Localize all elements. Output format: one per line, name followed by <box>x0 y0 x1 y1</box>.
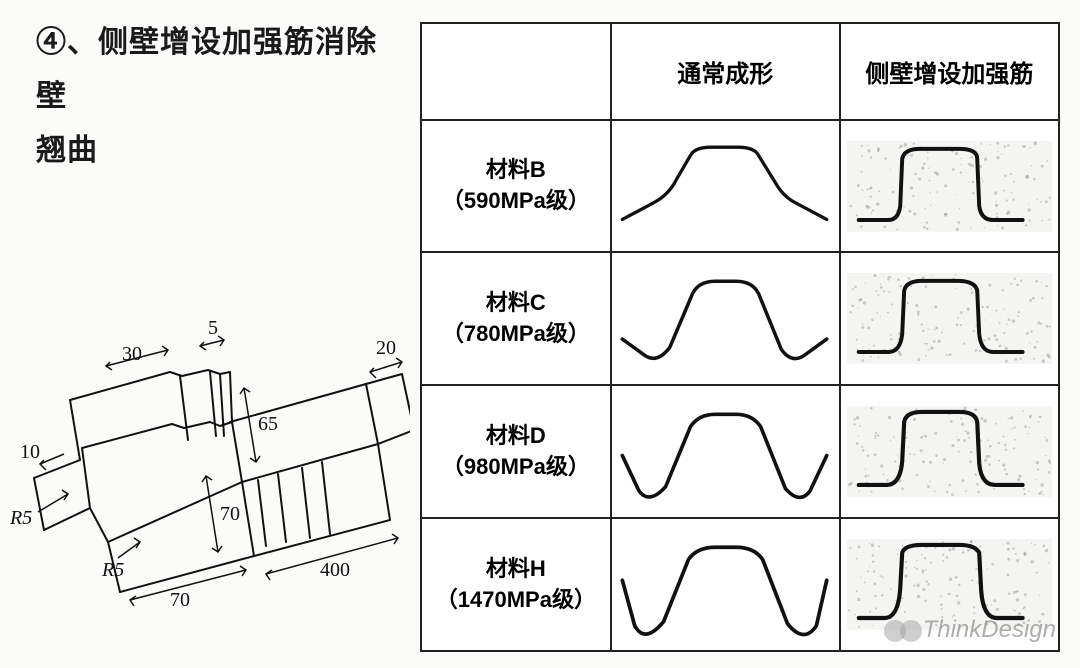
profile-normal <box>611 252 840 385</box>
header-normal: 通常成形 <box>611 23 840 120</box>
table-header-row: 通常成形 侧壁增设加强筋 <box>421 23 1059 120</box>
dim-400: 400 <box>320 559 350 581</box>
dim-70h: 70 <box>220 503 240 525</box>
comparison-table-area: 通常成形 侧壁增设加强筋 材料B （590MPa级） 材料C （780MPa级） 材料D… <box>420 22 1060 652</box>
section-title: ④、侧壁增设加强筋消除壁 翘曲 <box>36 16 396 178</box>
material-grade: （780MPa级） <box>426 319 606 350</box>
title-line2: 翘曲 <box>36 124 396 178</box>
table-row: 材料H （1470MPa级） <box>421 518 1059 651</box>
material-name: 材料D <box>486 423 546 448</box>
table-row: 材料B （590MPa级） <box>421 120 1059 253</box>
row-label: 材料H （1470MPa级） <box>421 518 611 651</box>
dim-30: 30 <box>122 343 142 365</box>
dim-10: 10 <box>20 441 40 463</box>
profile-rib <box>840 385 1059 518</box>
profile-normal <box>611 385 840 518</box>
profile-normal <box>611 518 840 651</box>
header-rib: 侧壁增设加强筋 <box>840 23 1059 120</box>
material-name: 材料C <box>486 290 546 315</box>
material-name: 材料B <box>486 157 546 182</box>
isometric-diagram: 30 5 10 <box>10 280 410 620</box>
row-label: 材料D （980MPa级） <box>421 385 611 518</box>
dim-70w: 70 <box>170 589 190 611</box>
diagram-svg: 30 5 10 <box>10 280 410 620</box>
profile-normal <box>611 120 840 253</box>
dim-r5-bottom: R5 <box>101 559 124 581</box>
table-row: 材料C （780MPa级） <box>421 252 1059 385</box>
material-name: 材料H <box>486 556 546 581</box>
dim-r5-top: R5 <box>10 507 32 529</box>
profile-rib <box>840 120 1059 253</box>
title-marker: ④、 <box>36 26 98 59</box>
material-grade: （980MPa级） <box>426 452 606 483</box>
row-label: 材料B （590MPa级） <box>421 120 611 253</box>
material-grade: （590MPa级） <box>426 186 606 217</box>
dim-5: 5 <box>208 317 218 339</box>
profile-rib <box>840 518 1059 651</box>
row-label: 材料C （780MPa级） <box>421 252 611 385</box>
table-row: 材料D （980MPa级） <box>421 385 1059 518</box>
comparison-table: 通常成形 侧壁增设加强筋 材料B （590MPa级） 材料C （780MPa级） 材料D… <box>420 22 1060 652</box>
dim-20: 20 <box>376 337 396 359</box>
dim-65: 65 <box>258 413 278 435</box>
material-grade: （1470MPa级） <box>426 585 606 616</box>
profile-rib <box>840 252 1059 385</box>
header-empty <box>421 23 611 120</box>
